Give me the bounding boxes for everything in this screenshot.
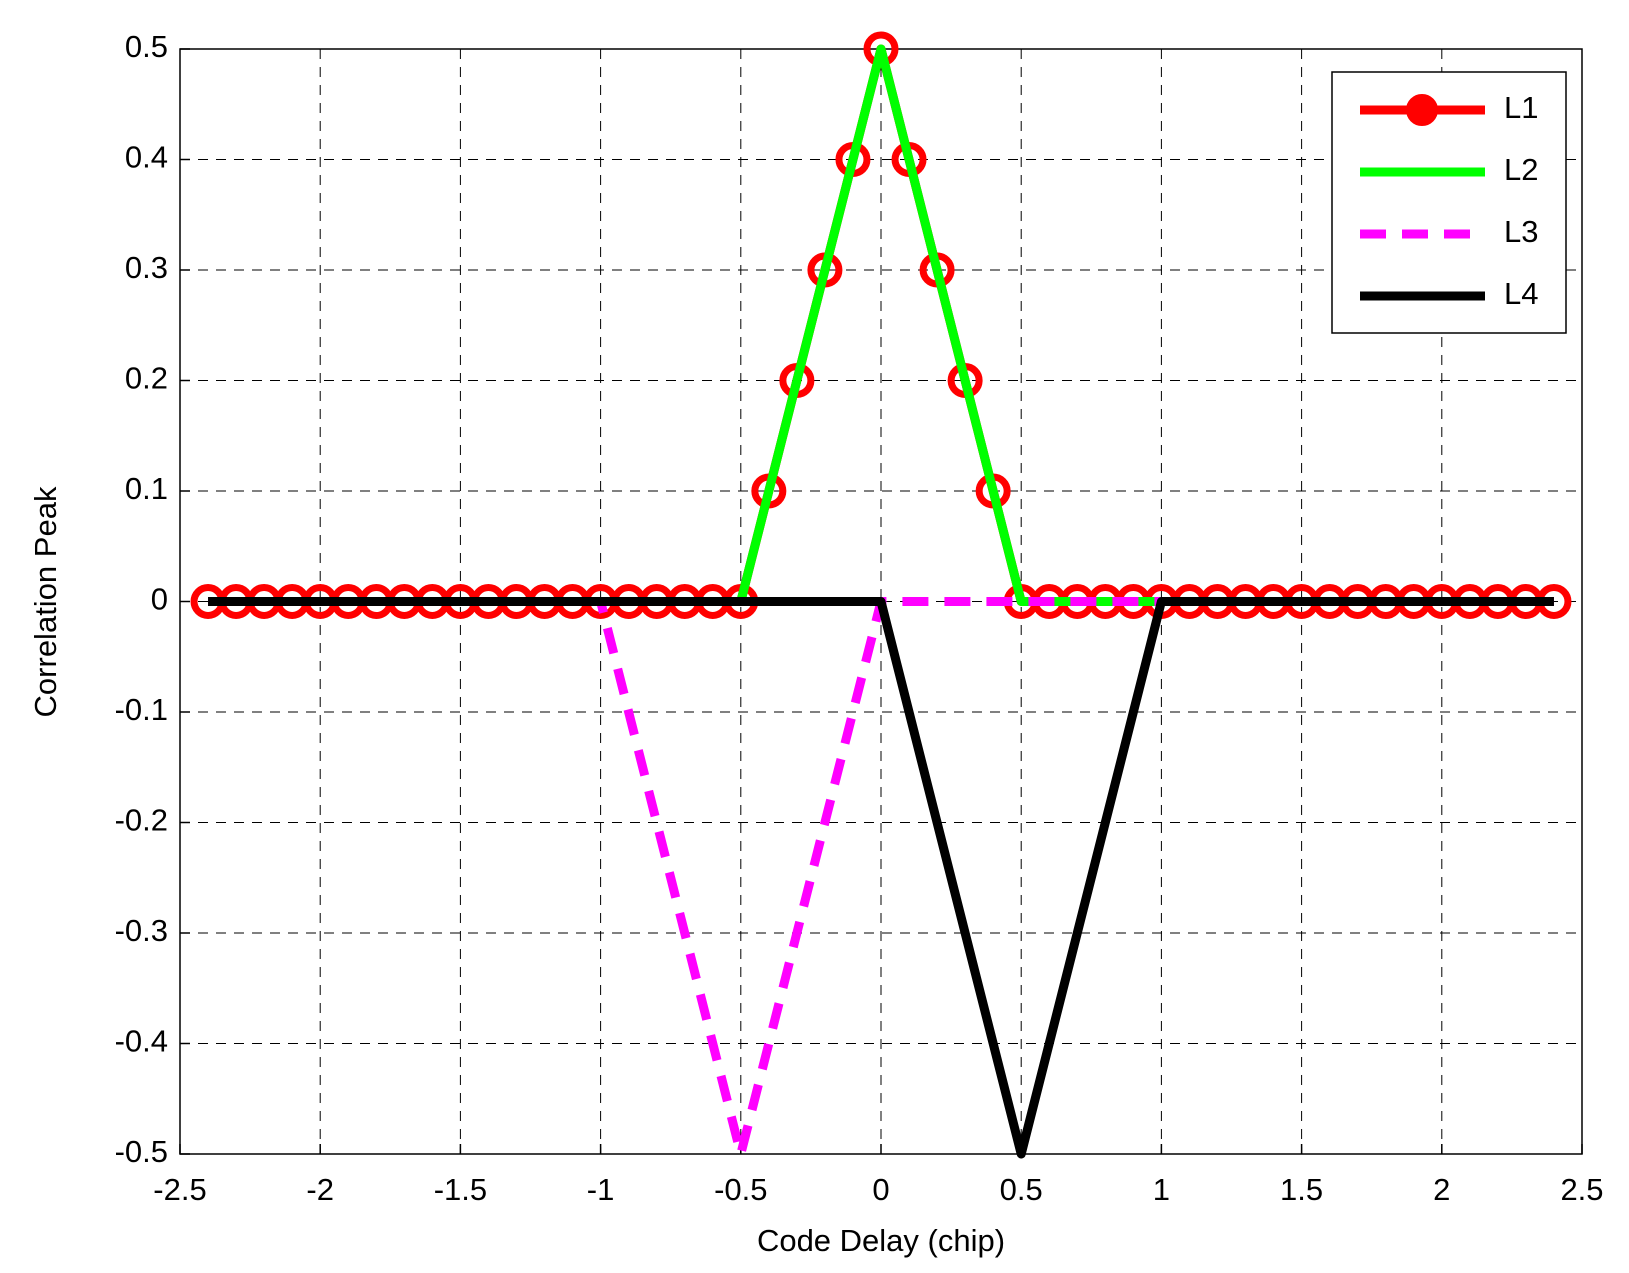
y-tick-label: 0 [151,582,168,617]
x-tick-label: -1.5 [434,1172,487,1207]
legend-label: L4 [1504,276,1538,311]
y-tick-label: -0.5 [115,1134,168,1169]
y-tick-label: 0.2 [125,361,168,396]
x-tick-label: 0 [872,1172,889,1207]
x-tick-label: 1.5 [1280,1172,1323,1207]
y-tick-label: 0.5 [125,29,168,64]
y-tick-label: 0.4 [125,140,168,175]
x-axis-label: Code Delay (chip) [757,1223,1005,1258]
x-tick-label: 0.5 [1000,1172,1043,1207]
y-tick-label: 0.3 [125,250,168,285]
x-tick-label: 1 [1153,1172,1170,1207]
y-tick-label: -0.3 [115,913,168,948]
x-tick-label: -1 [587,1172,615,1207]
y-tick-label: 0.1 [125,471,168,506]
legend-box [1331,71,1567,334]
legend-label: L3 [1504,214,1538,249]
x-tick-label: -0.5 [714,1172,767,1207]
x-tick-label: -2 [306,1172,334,1207]
x-tick-label: -2.5 [153,1172,206,1207]
series-line [208,597,1554,1159]
legend-marker [1406,94,1438,126]
y-axis-label: Correlation Peak [28,486,63,717]
legend-label: L2 [1504,152,1538,187]
x-tick-label: 2.5 [1560,1172,1603,1207]
y-tick-label: -0.1 [115,692,168,727]
y-tick-label: -0.2 [115,803,168,838]
legend-label: L1 [1504,90,1538,125]
y-tick-label: -0.4 [115,1024,168,1059]
legend: L1 L2 L3 L4 [1331,71,1567,334]
x-tick-label: 2 [1433,1172,1450,1207]
